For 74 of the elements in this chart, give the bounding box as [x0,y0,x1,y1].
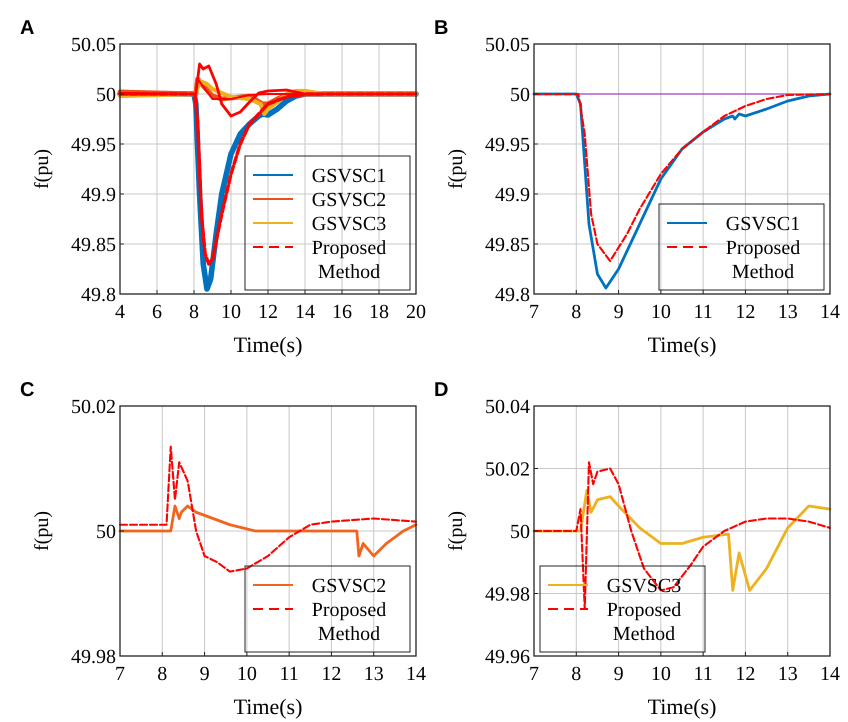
legend-label: Proposed Method [606,599,682,645]
y-tick-label: 49.85 [485,234,530,256]
y-tick-label: 49.85 [71,234,116,256]
y-tick-label: 49.8 [81,284,116,306]
x-axis-title: Time(s) [648,694,716,719]
y-tick-label: 49.95 [485,134,530,156]
y-axis-title: f(pu) [31,511,53,551]
legend-label: GSVSC2 [312,575,386,597]
chart-title: B [434,17,448,39]
x-tick-label: 10 [221,301,241,323]
x-axis-title: Time(s) [234,694,302,719]
y-tick-label: 50.02 [71,396,116,418]
x-tick-label: 11 [280,663,299,685]
y-tick-label: 50.04 [485,396,530,418]
x-tick-label: 11 [694,663,713,685]
x-tick-label: 12 [258,301,278,323]
x-tick-label: 10 [650,663,671,685]
legend-label: Proposed Method [726,237,800,283]
y-tick-label: 49.96 [485,646,530,668]
x-tick-label: 13 [778,301,798,323]
x-tick-label: 9 [614,663,624,685]
y-tick-label: 49.98 [485,584,530,606]
x-tick-label: 14 [820,301,840,323]
x-tick-label: 11 [694,301,713,323]
x-tick-label: 9 [614,301,624,323]
x-tick-label: 8 [571,663,582,685]
x-tick-label: 7 [529,301,539,323]
x-tick-label: 20 [406,301,426,323]
x-tick-label: 13 [778,663,798,685]
y-tick-label: 49.95 [71,134,116,156]
legend-label: GSVSC1 [726,213,800,235]
chart-title: D [434,379,448,401]
x-tick-label: 12 [735,301,756,323]
chart-title: C [20,379,34,401]
y-tick-label: 50.05 [485,34,530,56]
x-tick-label: 8 [157,663,168,685]
x-tick-label: 10 [236,663,257,685]
x-tick-label: 9 [200,663,210,685]
x-tick-label: 6 [152,301,162,323]
x-tick-label: 8 [571,301,582,323]
x-axis-title: Time(s) [234,332,302,357]
y-tick-label: 49.9 [81,184,116,206]
y-tick-label: 49.8 [495,284,530,306]
x-tick-label: 7 [529,663,539,685]
legend-label: GSVSC2 [312,189,386,211]
x-tick-label: 18 [369,301,389,323]
x-tick-label: 12 [735,663,756,685]
legend-label: GSVSC3 [312,213,386,235]
y-tick-label: 50.02 [485,458,530,480]
legend-label: Proposed Method [312,237,386,283]
y-axis-title: f(pu) [31,149,53,189]
y-tick-label: 50 [510,521,530,543]
x-tick-label: 10 [650,301,671,323]
x-tick-label: 16 [332,301,352,323]
legend-label: GSVSC1 [312,165,386,187]
y-tick-label: 50 [96,521,116,543]
x-tick-label: 14 [295,301,315,323]
x-tick-label: 14 [406,663,426,685]
y-tick-label: 49.98 [71,646,116,668]
legend-label: Proposed Method [312,599,386,645]
x-tick-label: 12 [321,663,342,685]
y-tick-label: 50 [96,84,116,106]
y-tick-label: 50.05 [71,34,116,56]
x-tick-label: 4 [115,301,125,323]
chart-title: A [20,17,34,39]
y-tick-label: 50 [510,84,530,106]
x-axis-title: Time(s) [648,332,716,357]
y-tick-label: 49.9 [495,184,530,206]
x-tick-label: 13 [364,663,384,685]
y-axis-title: f(pu) [445,511,467,551]
x-tick-label: 8 [189,301,199,323]
x-tick-label: 14 [820,663,840,685]
y-axis-title: f(pu) [445,149,467,189]
x-tick-label: 7 [115,663,125,685]
